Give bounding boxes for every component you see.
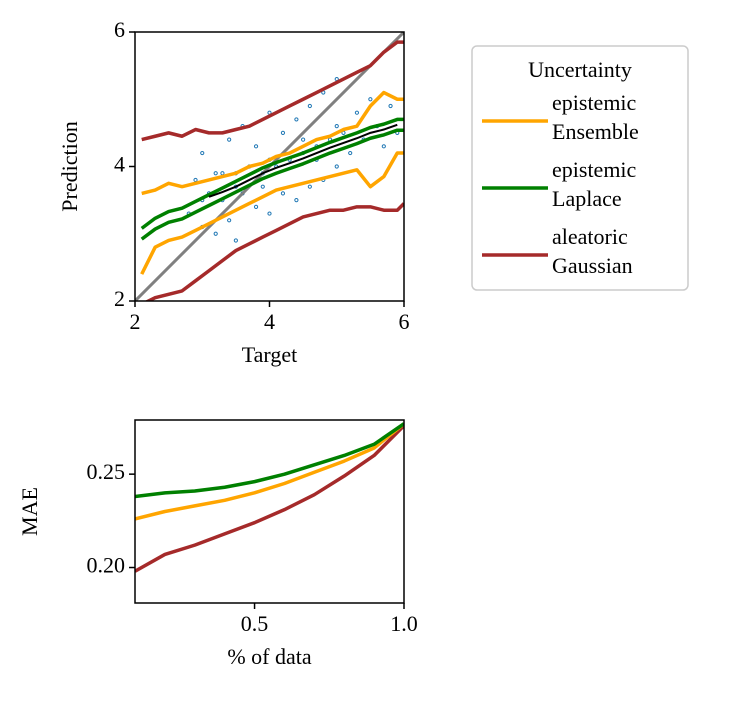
scatter-point [193,177,198,183]
scatter-point [227,218,232,223]
y-tick-label: 0.20 [87,553,126,578]
series-line [140,128,404,241]
scatter-point [253,204,259,209]
series-line [141,40,404,142]
x-tick-label: 6 [399,309,410,334]
axes-frame [134,419,405,604]
axes-frame [134,31,405,302]
x-axis-label: Target [242,342,297,367]
series-line [135,424,404,573]
x-tick-label: 0.5 [241,611,269,636]
plot-area [135,422,404,573]
scatter-point [260,184,265,189]
scatter-point [267,211,272,216]
plot-area [135,32,404,301]
scatter-point [388,103,393,109]
scatter-point [280,191,286,196]
scatter-point [368,97,373,102]
scatter-point [294,198,299,203]
scatter-point [294,117,299,122]
legend-title: Uncertainty [528,57,632,82]
scatter-point [354,110,360,115]
legend-kind: epistemic [552,90,637,115]
y-tick-label: 2 [114,286,125,311]
series-line [135,422,404,521]
scatter-point [307,103,312,109]
series-line [140,151,404,275]
series-line [135,422,404,499]
x-tick-label: 4 [264,309,275,334]
scatter-point [227,137,232,142]
legend-label: Gaussian [552,253,633,278]
scatter-point [280,130,286,135]
scatter-point [220,171,225,176]
y-tick-label: 4 [114,152,125,177]
scatter-point [301,137,306,142]
legend-box [471,45,689,291]
scatter-point [213,171,218,176]
y-tick-label: 6 [114,17,125,42]
series-line [140,117,404,230]
scatter-point [307,184,312,189]
y-axis-label: MAE [17,487,42,536]
legend-label: Ensemble [552,119,639,144]
scatter-point [200,150,205,156]
legend-label: Laplace [552,186,622,211]
y-tick-label: 0.25 [87,459,126,484]
x-axis-label: % of data [227,644,312,669]
legend-kind: aleatoric [552,224,628,249]
scatter-point [334,164,339,169]
mean-line [208,123,398,198]
series-line [141,90,404,196]
series-line [144,202,404,301]
scatter-point [348,150,353,156]
y-axis-label: Prediction [57,121,82,211]
scatter-point [233,238,238,243]
legend-kind: epistemic [552,157,637,182]
scatter-point [253,144,259,149]
scatter-point [334,124,339,129]
x-tick-label: 2 [130,309,141,334]
scatter-point [213,231,218,236]
x-tick-label: 1.0 [390,611,418,636]
scatter-point [381,144,386,149]
